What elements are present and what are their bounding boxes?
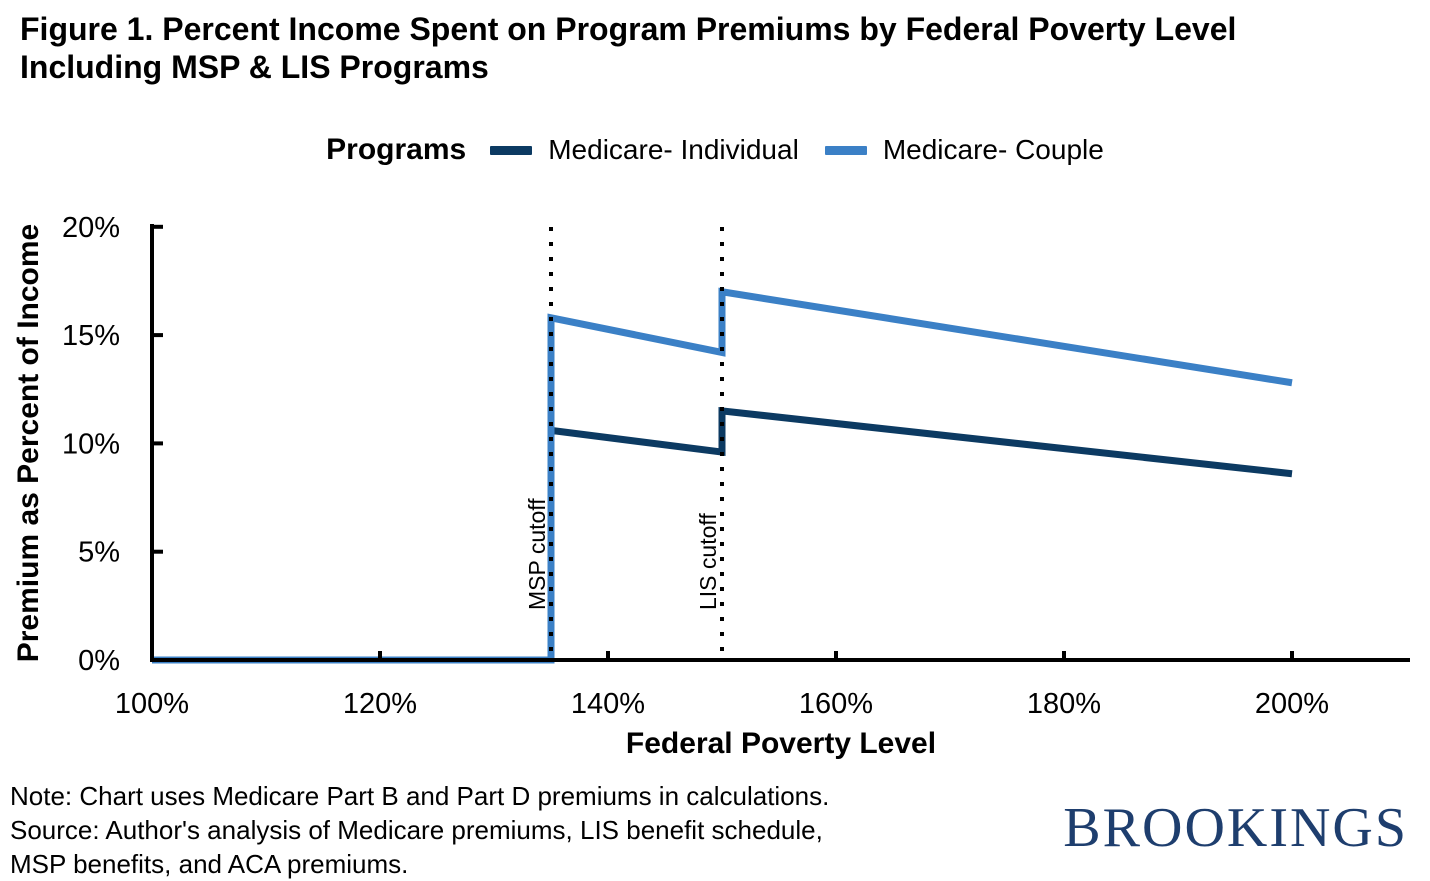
y-tick-label: 10% (62, 428, 120, 460)
note-line-1: Note: Chart uses Medicare Part B and Par… (10, 781, 830, 811)
axes (150, 224, 1410, 662)
figure-title-line-1: Figure 1. Percent Income Spent on Progra… (20, 11, 1237, 47)
couple-line-swatch-icon (824, 145, 867, 155)
y-axis-title: Premium as Percent of Income (12, 224, 45, 663)
legend-title: Programs (326, 133, 467, 166)
note-line-2: Source: Author's analysis of Medicare pr… (10, 815, 823, 845)
source-note: Note: Chart uses Medicare Part B and Par… (10, 779, 829, 881)
cutoff-label-0: MSP cutoff (524, 498, 550, 610)
note-line-3: MSP benefits, and ACA premiums. (10, 849, 409, 879)
figure-title: Figure 1. Percent Income Spent on Progra… (20, 10, 1236, 86)
y-tick-label: 0% (78, 645, 120, 677)
x-tick-label: 180% (1027, 688, 1101, 720)
individual-line-swatch-icon (490, 145, 533, 155)
y-tick-label: 5% (78, 537, 120, 569)
legend-item-individual: Medicare- Individual (490, 134, 799, 166)
x-tick-label: 120% (343, 688, 417, 720)
figure-title-line-2: Including MSP & LIS Programs (20, 49, 489, 85)
x-tick-label: 200% (1255, 688, 1329, 720)
series-line-individual (152, 407, 1293, 664)
legend-label-couple: Medicare- Couple (882, 134, 1104, 165)
y-tick-label: 20% (62, 212, 120, 244)
cutoff-label-1: LIS cutoff (695, 513, 721, 610)
legend: Programs Medicare- Individual Medicare- … (0, 133, 1430, 167)
brookings-logo: BROOKINGS (1063, 797, 1408, 859)
x-axis-title: Federal Poverty Level (626, 727, 936, 760)
legend-item-couple: Medicare- Couple (824, 134, 1104, 166)
cutoff-lines: MSP cutoff LIS cutoff (524, 227, 724, 658)
legend-label-individual: Medicare- Individual (548, 134, 799, 165)
x-tick-label: 140% (571, 688, 645, 720)
x-tick-label: 160% (799, 688, 873, 720)
y-tick-label: 15% (62, 320, 120, 352)
x-tick-label: 100% (115, 688, 189, 720)
tick-labels: 100% 120% 140% 160% 180% 200% 0% 5% 10% 15% 20% (62, 212, 1329, 720)
